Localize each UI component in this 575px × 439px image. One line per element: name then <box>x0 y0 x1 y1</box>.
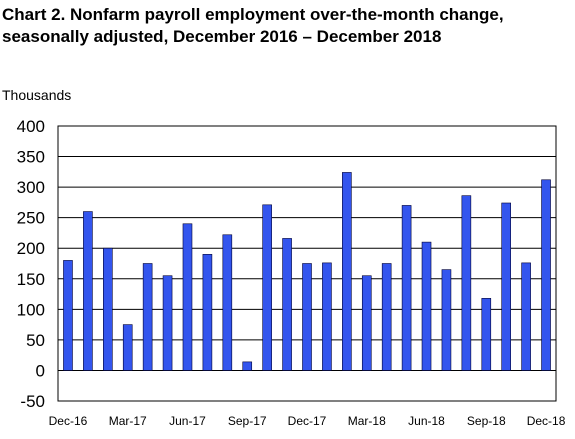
bar-aug-17 <box>222 234 233 371</box>
bar-jan-17 <box>83 211 93 371</box>
y-axis-unit-label: Thousands <box>2 87 72 103</box>
y-tick-label: -50 <box>20 392 45 411</box>
bar-may-18 <box>401 205 412 371</box>
bar-mar-18 <box>361 275 372 371</box>
x-tick-label: Sep-18 <box>467 414 506 428</box>
bar-sep-17 <box>242 361 253 371</box>
bar-apr-18 <box>381 263 392 371</box>
y-tick-label: 100 <box>17 300 45 319</box>
chart-title-line-1: Chart 2. Nonfarm payroll employment over… <box>2 5 504 24</box>
bar-jun-18 <box>421 241 432 371</box>
bar-dec-16 <box>63 260 73 371</box>
bar-dec-17 <box>302 263 312 371</box>
x-tick-label: Dec-16 <box>49 414 88 428</box>
y-tick-label: 50 <box>26 331 45 350</box>
bar-sep-18 <box>481 298 492 371</box>
y-tick-label: 400 <box>17 117 45 136</box>
y-tick-label: 250 <box>17 209 45 228</box>
x-tick-label: Dec-17 <box>288 414 327 428</box>
x-tick-label: Mar-17 <box>109 414 147 428</box>
x-tick-label: Sep-17 <box>228 414 267 428</box>
y-axis-tick-labels: -50 0 50 100 150 200 250 300 350 400 <box>17 117 45 411</box>
bar-apr-17 <box>142 263 153 371</box>
y-tick-label: 300 <box>17 178 45 197</box>
chart-title: Chart 2. Nonfarm payroll employment over… <box>2 4 572 48</box>
y-tick-label: 0 <box>36 361 45 380</box>
bar-nov-17 <box>282 238 292 371</box>
bar-aug-18 <box>461 195 472 371</box>
bar-may-17 <box>162 275 173 371</box>
bar-jul-18 <box>441 269 452 371</box>
x-axis-tick-labels: Dec-16 Mar-17 Jun-17 Sep-17 Dec-17 Mar-18 Jun-… <box>49 414 566 428</box>
bars <box>63 172 551 371</box>
y-tick-label: 150 <box>17 270 45 289</box>
bar-oct-18 <box>501 202 512 371</box>
bar-oct-17 <box>262 204 272 371</box>
x-tick-label: Dec-18 <box>527 414 566 428</box>
bar-feb-18 <box>342 172 352 371</box>
bar-jul-17 <box>202 254 213 371</box>
y-tick-label: 200 <box>17 239 45 258</box>
bar-jan-18 <box>322 262 332 371</box>
bar-mar-17 <box>122 324 133 371</box>
x-tick-label: Mar-18 <box>348 414 386 428</box>
chart-title-line-2: seasonally adjusted, December 2016 – Dec… <box>2 27 442 46</box>
plot-area-frame <box>57 125 557 402</box>
x-tick-label: Jun-17 <box>169 414 206 428</box>
bar-nov-18 <box>521 262 531 371</box>
y-tick-label: 350 <box>17 148 45 167</box>
bar-jun-17 <box>182 223 193 371</box>
x-tick-label: Jun-18 <box>408 414 445 428</box>
bar-feb-17 <box>103 247 113 371</box>
bar-dec-18 <box>541 179 551 371</box>
